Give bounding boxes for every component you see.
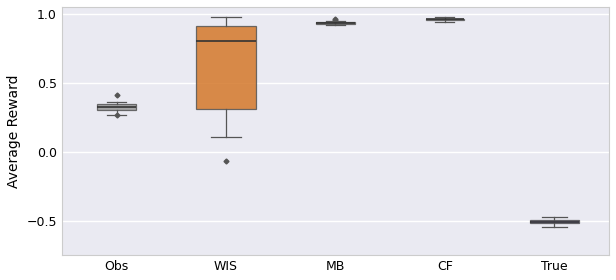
PathPatch shape (316, 22, 355, 24)
PathPatch shape (196, 25, 256, 109)
PathPatch shape (426, 18, 464, 20)
Y-axis label: Average Reward: Average Reward (7, 74, 21, 188)
PathPatch shape (530, 220, 579, 223)
PathPatch shape (97, 104, 136, 110)
